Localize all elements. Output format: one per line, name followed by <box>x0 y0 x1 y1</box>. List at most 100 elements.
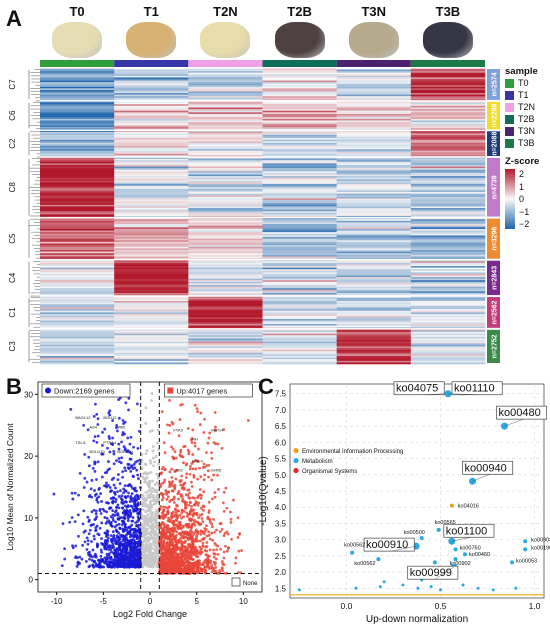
volcano-xlabel: Log2 Fold Change <box>113 609 187 619</box>
heatmap-cell <box>336 328 412 331</box>
heatmap-cell <box>336 169 412 172</box>
sample-photo-t3n <box>348 22 399 58</box>
volcano-point-down <box>122 445 126 448</box>
kegg-point-label: ko00565 <box>435 520 456 526</box>
volcano-point-up <box>183 540 186 544</box>
panel-c-letter: C <box>258 374 274 399</box>
heatmap-cell <box>114 130 189 133</box>
heatmap-cell <box>40 246 115 249</box>
zscore-tick: −2 <box>519 219 530 229</box>
volcano-point-up <box>193 441 197 445</box>
heatmap-cell <box>40 227 115 230</box>
heatmap-cell <box>262 289 337 292</box>
volcano-point-up <box>212 548 215 552</box>
heatmap-cell <box>40 149 115 152</box>
heatmap-cell <box>336 192 412 194</box>
heatmap-cell <box>114 203 189 206</box>
heatmap-cell <box>262 338 337 341</box>
volcano-point-none <box>146 513 150 517</box>
heatmap-cell <box>40 104 115 107</box>
heatmap-cell <box>114 193 189 196</box>
heatmap-cell <box>40 238 115 241</box>
volcano-point-down <box>126 466 130 470</box>
heatmap-cell <box>336 217 412 220</box>
volcano-point-up <box>207 500 211 504</box>
volcano-point-down <box>131 499 135 503</box>
volcano-point-none <box>145 497 149 501</box>
heatmap-cell <box>410 122 486 125</box>
heatmap-cell <box>410 82 486 84</box>
kegg-legend-label: Metabolism <box>302 459 333 465</box>
volcano-point-up <box>162 567 166 571</box>
heatmap-cell <box>410 72 486 75</box>
heatmap-cell <box>262 102 337 105</box>
kegg-point-label: ko00480 <box>498 407 540 419</box>
volcano-point-up <box>166 511 170 515</box>
heatmap-cell <box>40 318 115 321</box>
heatmap-cell <box>262 198 337 201</box>
heatmap-cell <box>410 152 486 155</box>
heatmap-cell <box>410 237 486 239</box>
volcano-point-down <box>99 548 103 552</box>
heatmap-cell <box>262 273 337 276</box>
volcano-point-down <box>115 426 118 430</box>
heatmap-cell <box>410 136 486 139</box>
heatmap-cell <box>114 74 189 77</box>
heatmap-cell <box>262 196 337 199</box>
heatmap-cell <box>188 187 263 190</box>
heatmap-cell <box>410 314 486 317</box>
volcano-point-down <box>85 548 89 551</box>
kegg-point-ko01110 <box>444 390 452 398</box>
volcano-legend-down-label: Down:2169 genes <box>54 387 115 396</box>
heatmap-cell <box>262 359 337 362</box>
volcano-xtick-label: -5 <box>100 597 108 606</box>
kegg-minor-point <box>491 588 495 592</box>
volcano-point-down <box>111 419 115 422</box>
volcano-point-down <box>106 530 110 533</box>
volcano-point-down <box>105 555 109 559</box>
volcano-point-up <box>166 519 170 523</box>
volcano-point-down <box>93 555 96 558</box>
kegg-label-leader <box>434 567 454 580</box>
heatmap-cell <box>188 107 263 110</box>
heatmap-cell <box>262 158 337 161</box>
heatmap-cell <box>336 246 412 249</box>
heatmap-cell <box>40 164 115 167</box>
volcano-point-up <box>216 544 220 548</box>
volcano-point-up <box>192 473 196 477</box>
volcano-point-down <box>112 452 116 456</box>
heatmap-cell <box>114 89 189 92</box>
volcano-point-down <box>122 487 126 491</box>
volcano-point-up <box>214 557 218 561</box>
heatmap-cell <box>262 269 337 272</box>
heatmap-cell <box>188 359 263 362</box>
kegg-point-label: ko01110 <box>454 383 495 395</box>
heatmap-cell <box>410 208 486 210</box>
volcano-point-down <box>90 478 94 482</box>
heatmap-cell <box>114 208 189 210</box>
volcano-point-none <box>148 506 152 509</box>
heatmap-cell <box>262 127 337 129</box>
volcano-point-up <box>222 550 226 554</box>
heatmap-cell <box>262 195 337 198</box>
volcano-point-down <box>121 539 125 542</box>
heatmap-cell <box>40 360 115 363</box>
volcano-point-up <box>161 571 165 575</box>
heatmap-cell <box>336 283 412 286</box>
heatmap-cell <box>262 333 337 336</box>
volcano-point-up <box>171 544 175 547</box>
volcano-gene-label: BAGL12 <box>75 415 91 420</box>
heatmap-cell <box>114 222 189 225</box>
kegg-ytick-label: 5.5 <box>275 455 287 464</box>
heatmap-cell <box>262 317 337 320</box>
volcano-point-up <box>229 521 233 524</box>
heatmap-cell <box>40 230 115 233</box>
volcano-point-up <box>221 501 225 505</box>
heatmap-cell <box>262 85 337 88</box>
heatmap-cell <box>336 209 412 212</box>
volcano-point-up <box>193 503 197 507</box>
heatmap-cell <box>410 309 486 312</box>
heatmap-cell <box>262 174 337 177</box>
volcano-point-up <box>181 559 184 562</box>
